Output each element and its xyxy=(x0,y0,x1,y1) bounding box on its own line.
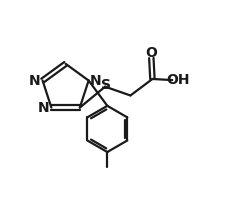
Text: O: O xyxy=(145,46,157,60)
Text: OH: OH xyxy=(166,73,189,87)
Text: N: N xyxy=(38,101,49,115)
Text: N: N xyxy=(90,73,101,88)
Text: S: S xyxy=(100,78,110,92)
Text: N: N xyxy=(29,73,40,88)
